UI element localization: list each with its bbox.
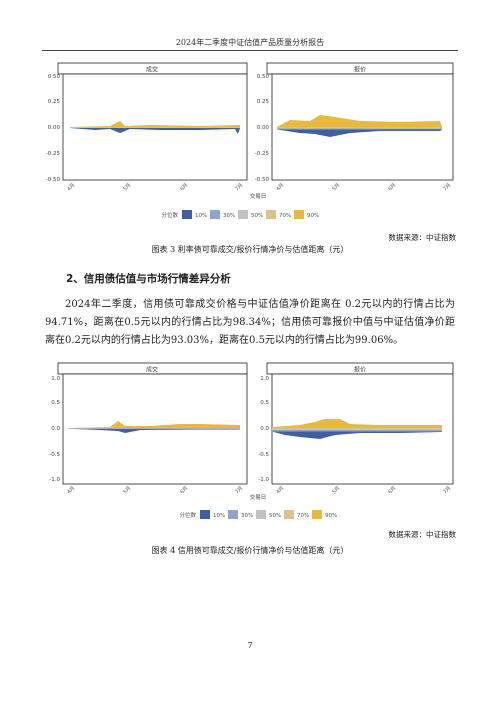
- figure-3-chart: 成交 报价 0.50 0.25 0.00 -0.25 -0.50 0.50 0.…: [46, 62, 454, 219]
- x-tick: 4月: [66, 485, 76, 495]
- x-tick: 7月: [234, 182, 244, 192]
- header-rule: [42, 50, 458, 51]
- y-tick: -0.25: [46, 151, 61, 157]
- x-tick: 6月: [179, 485, 189, 495]
- y-tick: -0.50: [46, 177, 61, 183]
- y-tick: -1.0: [258, 477, 269, 483]
- x-tick: 6月: [387, 485, 397, 495]
- legend-swatch-50: [238, 210, 248, 219]
- y-tick: -0.5: [258, 452, 269, 458]
- y-tick: -0.50: [255, 177, 270, 183]
- x-tick: 5月: [122, 182, 132, 192]
- y-tick: 0.25: [48, 99, 61, 105]
- y-tick: 0.25: [257, 99, 270, 105]
- legend-label: 70%: [279, 213, 291, 219]
- quantile-bands-left: [70, 121, 240, 134]
- legend-swatch-90: [294, 210, 304, 219]
- legend-swatch-10: [182, 210, 192, 219]
- legend-label: 50%: [269, 513, 281, 519]
- x-axis-label: 交易日: [250, 192, 267, 200]
- legend-title: 分位数: [179, 511, 196, 519]
- x-tick: 4月: [275, 485, 285, 495]
- legend-label: 70%: [297, 513, 309, 519]
- legend-swatch-90: [312, 510, 322, 519]
- legend-swatch-50: [256, 510, 266, 519]
- quantile-bands-right: [277, 115, 442, 137]
- legend-label: 50%: [251, 213, 263, 219]
- legend-swatch-30: [210, 210, 220, 219]
- x-axis-label: 交易日: [250, 493, 267, 501]
- x-tick: 5月: [331, 182, 341, 192]
- figure-4-chart: 成交 报价 1.0 0.5 0.0 -0.5 -1.0 1.0 0.5 0.0 …: [49, 362, 454, 519]
- legend-label: 90%: [325, 513, 337, 519]
- legend-label: 10%: [195, 213, 207, 219]
- legend-label: 30%: [241, 513, 253, 519]
- legend-label: 10%: [213, 513, 225, 519]
- y-tick: -0.5: [49, 452, 60, 458]
- panel-title-left: 成交: [146, 366, 158, 374]
- page-number: 7: [247, 641, 253, 650]
- legend-swatch-70: [284, 510, 294, 519]
- y-tick: 0.5: [51, 400, 60, 406]
- y-tick: -0.25: [255, 151, 270, 157]
- quantile-bands-left: [68, 421, 240, 433]
- x-tick: 5月: [331, 485, 341, 495]
- y-tick: 0.50: [48, 74, 61, 80]
- y-tick: 0.0: [260, 426, 269, 432]
- y-tick: 0.00: [257, 125, 270, 131]
- legend-swatch-30: [228, 510, 238, 519]
- y-tick: 0.5: [260, 400, 269, 406]
- section-heading: 2、信用债估值与市场行情差异分析: [66, 273, 231, 285]
- y-tick: 0.00: [48, 125, 61, 131]
- panel-title-right: 报价: [354, 66, 366, 74]
- x-tick: 6月: [387, 182, 397, 192]
- y-tick: 1.0: [260, 376, 269, 382]
- legend-swatch-70: [266, 210, 276, 219]
- legend: 分位数 10% 30% 50% 70% 90%: [161, 210, 319, 219]
- x-tick: 5月: [122, 485, 132, 495]
- body-paragraph: 2024年二季度，信用债可靠成交价格与中证估值净价距离在 0.2元以内的行情占比…: [45, 299, 455, 346]
- legend: 分位数 10% 30% 50% 70% 90%: [179, 510, 337, 519]
- x-tick: 7月: [442, 182, 452, 192]
- x-tick: 6月: [179, 182, 189, 192]
- x-tick: 7月: [442, 485, 452, 495]
- legend-label: 90%: [307, 213, 319, 219]
- x-tick: 4月: [66, 182, 76, 192]
- y-tick: -1.0: [49, 477, 60, 483]
- legend-swatch-10: [200, 510, 210, 519]
- x-tick: 7月: [234, 485, 244, 495]
- y-tick: 1.0: [51, 376, 60, 382]
- x-tick: 4月: [275, 182, 285, 192]
- figure-4-source: 数据来源：中证指数: [388, 530, 457, 539]
- legend-title: 分位数: [161, 211, 178, 219]
- legend-label: 30%: [223, 213, 235, 219]
- panel-title-left: 成交: [146, 66, 158, 74]
- quantile-bands-right: [272, 419, 442, 439]
- page-header-title: 2024年二季度中证估值产品质量分析报告: [175, 38, 325, 47]
- figure-4-caption: 图表 4 信用债可靠成交/报价行情净价与估值距离（元）: [151, 546, 349, 555]
- figure-3-caption: 图表 3 利率债可靠成交/报价行情净价与估值距离（元）: [151, 245, 349, 254]
- y-tick: 0.0: [51, 426, 60, 432]
- panel-title-right: 报价: [354, 366, 366, 374]
- y-tick: 0.50: [257, 74, 270, 80]
- figure-3-source: 数据来源：中证指数: [388, 233, 457, 242]
